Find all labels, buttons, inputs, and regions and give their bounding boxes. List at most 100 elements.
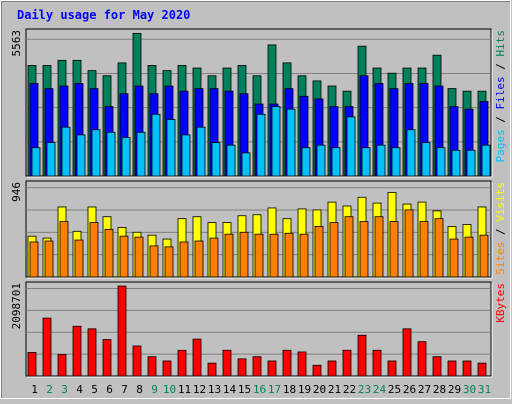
bar-sites-day-18	[284, 232, 294, 278]
bar-pages-day-18	[286, 108, 296, 177]
x-tick-label-day-18: 18	[283, 383, 296, 396]
bar-kbytes-day-31	[477, 362, 487, 377]
bar-kbytes-day-16	[252, 356, 262, 377]
bar-kbytes-day-27	[417, 341, 427, 377]
bar-sites-day-30	[464, 236, 474, 278]
bar-pages-day-9	[151, 113, 161, 177]
bar-pages-day-22	[346, 116, 356, 177]
bar-kbytes-day-10	[162, 360, 172, 377]
bar-kbytes-day-19	[297, 351, 307, 377]
bar-sites-day-6	[104, 228, 114, 278]
bar-pages-day-27	[421, 142, 431, 177]
bar-kbytes-day-28	[432, 356, 442, 377]
x-tick-label-day-11: 11	[178, 383, 191, 396]
bar-pages-day-3	[61, 126, 71, 177]
bar-pages-day-16	[256, 113, 266, 177]
x-tick-label-day-8: 8	[136, 383, 143, 396]
bar-pages-day-15	[241, 152, 251, 177]
bar-kbytes-day-3	[57, 354, 67, 377]
bar-kbytes-day-4	[72, 325, 82, 377]
bar-sites-day-31	[479, 234, 489, 278]
x-tick-label-day-22: 22	[343, 383, 356, 396]
bar-pages-day-20	[316, 144, 326, 177]
legend-visits-sites: Sites / Visits	[494, 182, 507, 275]
bar-kbytes-day-21	[327, 360, 337, 377]
x-tick-label-day-21: 21	[328, 383, 341, 396]
x-tick-label-day-3: 3	[61, 383, 68, 396]
bar-sites-day-26	[404, 209, 414, 278]
bar-pages-day-24	[376, 144, 386, 177]
x-tick-label-day-27: 27	[418, 383, 431, 396]
bar-kbytes-day-23	[357, 334, 367, 377]
bar-sites-day-9	[149, 245, 159, 278]
bar-sites-day-8	[134, 236, 144, 278]
bar-kbytes-day-2	[42, 317, 52, 377]
bar-kbytes-day-1	[27, 352, 37, 377]
x-tick-label-day-13: 13	[208, 383, 221, 396]
x-tick-label-day-10: 10	[163, 383, 176, 396]
y-max-label-visits-sites: 946	[10, 182, 23, 202]
bar-kbytes-day-17	[267, 360, 277, 377]
bar-sites-day-7	[119, 235, 129, 278]
bar-pages-day-12	[196, 126, 206, 177]
x-tick-label-day-28: 28	[433, 383, 446, 396]
bar-pages-day-28	[436, 147, 446, 177]
legend-kbytes: KBytes	[494, 283, 507, 323]
bar-kbytes-day-22	[342, 349, 352, 377]
bar-sites-day-25	[389, 221, 399, 278]
x-tick-label-day-25: 25	[388, 383, 401, 396]
x-tick-label-day-30: 30	[463, 383, 476, 396]
legend-part: /	[494, 222, 507, 242]
x-tick-label-day-19: 19	[298, 383, 311, 396]
bar-sites-day-13	[209, 237, 219, 278]
bar-kbytes-day-8	[132, 345, 142, 377]
bar-pages-day-10	[166, 119, 176, 177]
bar-pages-day-2	[46, 142, 56, 177]
bar-sites-day-22	[344, 216, 354, 278]
bar-sites-day-16	[254, 233, 264, 278]
bar-pages-day-14	[226, 144, 236, 177]
bar-kbytes-day-25	[387, 360, 397, 377]
bar-pages-day-13	[211, 142, 221, 177]
x-tick-label-day-14: 14	[223, 383, 237, 396]
bar-kbytes-day-12	[192, 338, 202, 377]
y-max-label-kbytes: 2098701	[10, 283, 23, 329]
bar-sites-day-24	[374, 216, 384, 278]
x-tick-label-day-20: 20	[313, 383, 326, 396]
bar-kbytes-day-24	[372, 349, 382, 377]
x-tick-label-day-23: 23	[358, 383, 371, 396]
x-tick-label-day-24: 24	[373, 383, 387, 396]
x-tick-label-day-16: 16	[253, 383, 266, 396]
bar-sites-day-17	[269, 233, 279, 278]
bar-sites-day-1	[29, 241, 39, 278]
bar-kbytes-day-30	[462, 360, 472, 377]
bar-sites-day-29	[449, 238, 459, 278]
bar-pages-day-29	[451, 149, 461, 177]
x-tick-label-day-12: 12	[193, 383, 206, 396]
x-tick-label-day-2: 2	[46, 383, 53, 396]
bar-sites-day-27	[419, 221, 429, 278]
legend-part: Sites	[494, 242, 507, 275]
legend-hits-files-pages: Pages / Files / Hits	[494, 30, 507, 163]
legend-part: Pages	[494, 129, 507, 162]
bar-sites-day-3	[59, 221, 69, 278]
bar-kbytes-day-11	[177, 349, 187, 377]
legend-part: KBytes	[494, 283, 507, 323]
legend-part: Files	[494, 76, 507, 109]
legend-part: Visits	[494, 182, 507, 222]
x-tick-label-day-26: 26	[403, 383, 416, 396]
bar-sites-day-11	[179, 241, 189, 278]
x-tick-label-day-15: 15	[238, 383, 251, 396]
x-tick-label-day-29: 29	[448, 383, 461, 396]
bar-pages-day-31	[481, 144, 491, 177]
x-tick-label-day-1: 1	[31, 383, 38, 396]
legend-part: Hits	[494, 30, 507, 57]
legend-part: /	[494, 110, 507, 130]
bar-sites-day-28	[434, 218, 444, 278]
bar-kbytes-day-15	[237, 358, 247, 377]
bar-sites-day-5	[89, 222, 99, 278]
bar-pages-day-21	[331, 147, 341, 177]
bar-kbytes-day-7	[117, 285, 127, 377]
